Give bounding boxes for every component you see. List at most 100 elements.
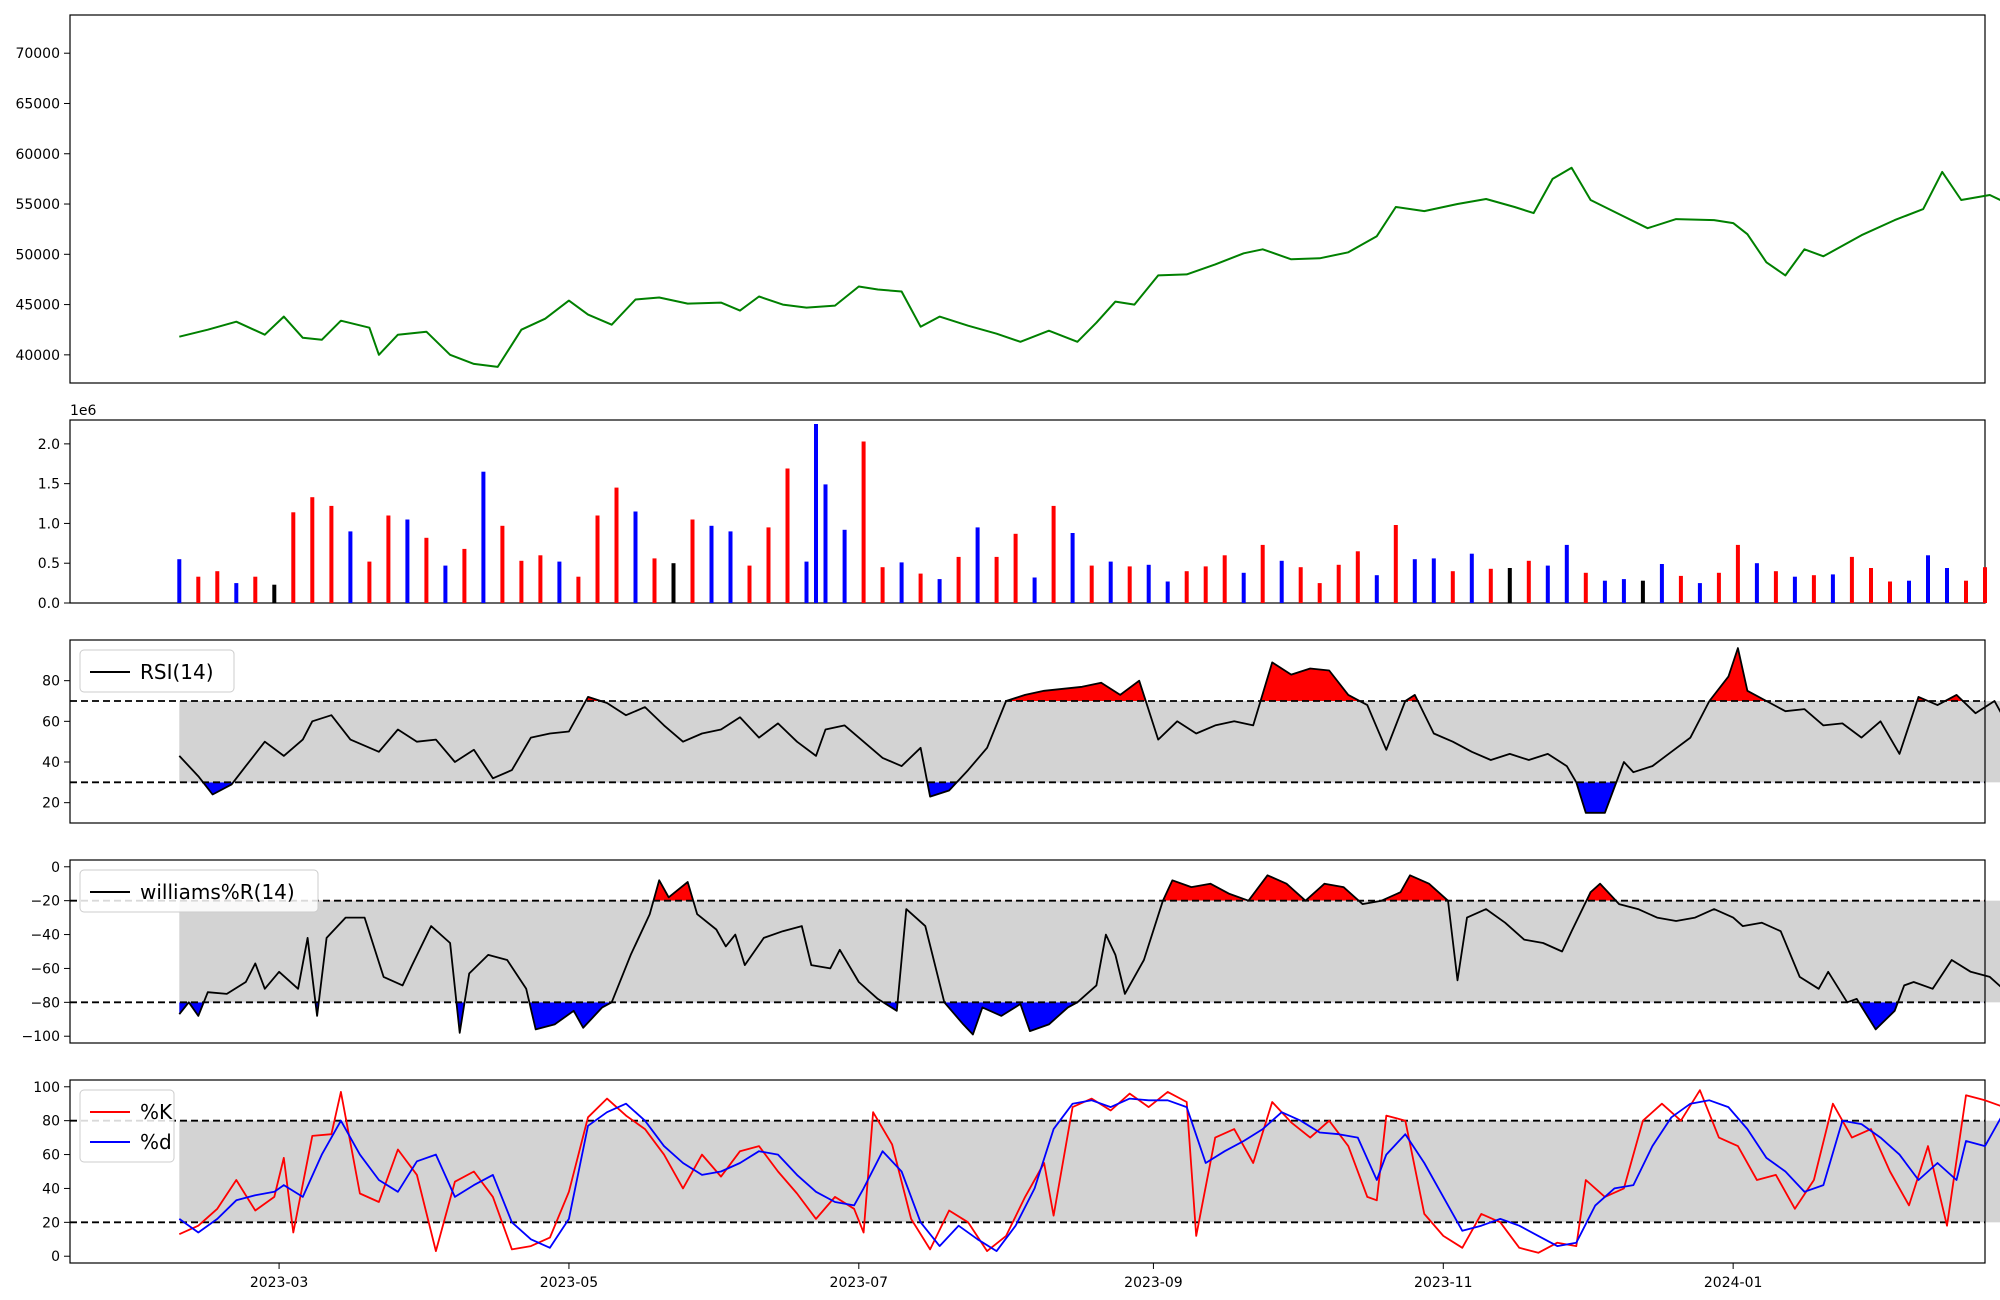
stochastic-d-line <box>178 1097 2000 1252</box>
williams-panel-ytick-label: −100 <box>22 1029 60 1045</box>
volume-bar <box>1222 555 1227 603</box>
volume-bar <box>196 576 201 603</box>
volume-bar <box>918 573 923 603</box>
price-panel-ytick-label: 70000 <box>15 46 60 62</box>
price-panel-ytick-label: 40000 <box>15 348 60 364</box>
williams-panel-neutral-band <box>179 900 2000 1003</box>
volume-bar <box>1735 544 1740 603</box>
volume-bar <box>1032 577 1037 603</box>
volume-bar <box>1716 572 1721 603</box>
volume-bar <box>1545 565 1550 603</box>
volume-bar <box>709 525 714 603</box>
volume-bar <box>1869 568 1873 603</box>
volume-bar <box>747 565 752 603</box>
stochastic-panel-neutral-band <box>179 1120 2000 1223</box>
volume-bar <box>1678 575 1683 603</box>
volume-bar <box>1983 567 1987 603</box>
volume-panel-ytick-label: 0.5 <box>38 556 60 572</box>
stochastic-panel-legend-label: %d <box>140 1130 172 1154</box>
rsi-panel-ytick-label: 40 <box>42 755 60 771</box>
volume-panel-ytick-label: 1.0 <box>38 516 60 532</box>
volume-bar <box>1355 551 1360 603</box>
volume-bar <box>253 576 258 603</box>
volume-bar <box>1773 571 1778 603</box>
williams-panel-ytick-label: −80 <box>30 995 60 1011</box>
williams-panel-ytick-label: −60 <box>30 961 60 977</box>
x-axis-tick-label: 2023-05 <box>540 1275 599 1291</box>
volume-bar <box>386 515 391 603</box>
rsi-panel-ytick-label: 60 <box>42 714 60 730</box>
rsi-panel-legend-label: RSI(14) <box>140 660 214 684</box>
volume-bar <box>1336 564 1341 603</box>
volume-bar <box>1450 571 1455 603</box>
x-axis-tick-label: 2023-07 <box>830 1275 889 1291</box>
x-axis-tick-label: 2023-11 <box>1414 1275 1473 1291</box>
volume-bar <box>766 527 771 603</box>
volume-bar <box>1431 558 1436 603</box>
rsi-panel-neutral-band <box>179 701 2000 783</box>
volume-bar <box>443 565 448 603</box>
volume-bar <box>728 531 733 603</box>
price-panel-ytick-label: 60000 <box>15 147 60 163</box>
volume-bar <box>842 529 847 603</box>
volume-bar <box>1260 544 1265 603</box>
price-panel-ytick-label: 65000 <box>15 96 60 112</box>
volume-bar <box>823 484 828 603</box>
volume-bar <box>1830 574 1835 603</box>
volume-bar <box>994 556 999 603</box>
stochastic-panel-ytick-label: 80 <box>42 1114 60 1130</box>
volume-bar <box>633 511 638 603</box>
volume-bar <box>1241 572 1246 603</box>
volume-bar <box>329 505 334 603</box>
price-panel-ytick-label: 55000 <box>15 197 60 213</box>
volume-bar <box>557 561 562 603</box>
volume-bar <box>1811 575 1816 603</box>
volume-bar <box>177 559 182 603</box>
volume-bar <box>272 584 277 603</box>
rsi-line <box>178 647 2000 814</box>
volume-bar <box>814 424 818 603</box>
volume-bar <box>1849 556 1854 603</box>
volume-bar <box>1374 575 1379 603</box>
volume-bar <box>1279 560 1284 603</box>
volume-bar <box>785 468 790 603</box>
stochastic-panel-ytick-label: 0 <box>51 1249 60 1265</box>
volume-bar <box>1792 576 1797 603</box>
volume-bar <box>538 555 543 603</box>
volume-bar <box>899 562 904 603</box>
volume-bar <box>937 579 942 603</box>
volume-bar <box>1488 568 1493 603</box>
volume-bar <box>1621 579 1626 603</box>
price-line <box>179 166 2000 368</box>
volume-bar <box>462 548 467 603</box>
volume-bar <box>1184 571 1189 603</box>
williams-panel-legend-box <box>79 869 319 913</box>
volume-bar <box>1754 563 1759 603</box>
rsi-panel-legend-box <box>79 649 235 693</box>
volume-bar <box>1697 583 1702 603</box>
x-axis-tick-label: 2023-09 <box>1124 1275 1183 1291</box>
volume-bar <box>500 525 505 603</box>
rsi-panel-ytick-label: 80 <box>42 674 60 690</box>
volume-bar <box>234 583 239 603</box>
stochastic-panel-legend-box <box>79 1089 175 1163</box>
volume-bar <box>1926 555 1930 603</box>
williams-panel-overbought-fill <box>653 875 1616 901</box>
volume-bar <box>481 471 486 603</box>
volume-bar <box>1659 564 1664 603</box>
rsi-panel-overbought-fill <box>179 648 1985 701</box>
volume-bar <box>690 519 695 603</box>
volume-bar <box>1412 559 1417 603</box>
volume-bar <box>405 519 410 603</box>
price-panel-ytick-label: 45000 <box>15 298 60 314</box>
williams-line <box>178 874 2000 1036</box>
volume-bar <box>1070 533 1075 603</box>
volume-bar <box>595 515 600 603</box>
volume-bar <box>291 512 296 603</box>
williams-panel-oversold-fill <box>179 1002 1898 1035</box>
rsi-panel-frame <box>69 639 1986 824</box>
volume-bar <box>1640 580 1645 603</box>
stochastic-k-line <box>178 1089 2000 1254</box>
price-panel-frame <box>69 14 1986 384</box>
